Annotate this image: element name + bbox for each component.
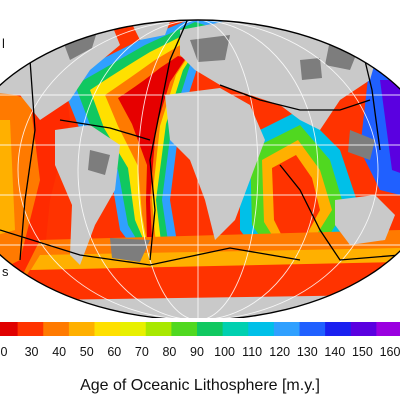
colorbar-tick-label: 90 bbox=[190, 345, 204, 359]
colorbar-segment bbox=[248, 322, 275, 336]
colorbar-segment bbox=[171, 322, 198, 336]
colorbar-segment bbox=[376, 322, 400, 336]
colorbar-tick-label: 80 bbox=[162, 345, 176, 359]
australia bbox=[335, 195, 395, 245]
plate-boundaries bbox=[0, 20, 400, 266]
greenland bbox=[125, 20, 175, 40]
colorbar-tick-label: 140 bbox=[324, 345, 345, 359]
colorbar-tick-label: 160 bbox=[380, 345, 400, 359]
colorbar-segment bbox=[273, 322, 300, 336]
colorbar-segment bbox=[222, 322, 249, 336]
colorbar-segment bbox=[145, 322, 172, 336]
colorbar-tick-labels: 0 30 40 50 60 70 80 90 100 110 120 130 140 150 160 bbox=[1, 345, 400, 359]
colorbar-segment bbox=[350, 322, 377, 336]
colorbar-segment bbox=[120, 322, 147, 336]
colorbar-segment bbox=[68, 322, 95, 336]
colorbar-segments bbox=[0, 322, 400, 336]
colorbar-segment bbox=[299, 322, 326, 336]
colorbar-tick-label: 60 bbox=[107, 345, 121, 359]
edge-label-top: l bbox=[2, 36, 5, 51]
colorbar-tick-label: 150 bbox=[352, 345, 373, 359]
colorbar-title: Age of Oceanic Lithosphere [m.y.] bbox=[80, 377, 320, 394]
colorbar-tick-label: 0 bbox=[1, 345, 8, 359]
colorbar-tick-label: 120 bbox=[269, 345, 290, 359]
map-frame bbox=[0, 19, 400, 318]
antarctica bbox=[0, 295, 400, 318]
colorbar-segment bbox=[325, 322, 352, 336]
colorbar-tick-label: 50 bbox=[80, 345, 94, 359]
colorbar-tick-label: 130 bbox=[297, 345, 318, 359]
colorbar-tick-label: 30 bbox=[25, 345, 39, 359]
colorbar-segment bbox=[197, 322, 224, 336]
colorbar-segment bbox=[17, 322, 44, 336]
colorbar-tick-label: 70 bbox=[135, 345, 149, 359]
colorbar-tick-label: 40 bbox=[52, 345, 66, 359]
colorbar-segment bbox=[94, 322, 121, 336]
graticule bbox=[0, 20, 400, 318]
edge-label-bottom: s bbox=[2, 264, 9, 279]
colorbar-segment bbox=[43, 322, 70, 336]
colorbar: 0 30 40 50 60 70 80 90 100 110 120 130 140 150 160 Age… bbox=[0, 320, 400, 400]
colorbar-segment bbox=[0, 322, 19, 336]
colorbar-tick-label: 110 bbox=[242, 345, 262, 359]
colorbar-tick-label: 100 bbox=[214, 345, 235, 359]
africa bbox=[165, 88, 265, 240]
world-map: l s bbox=[0, 19, 400, 318]
